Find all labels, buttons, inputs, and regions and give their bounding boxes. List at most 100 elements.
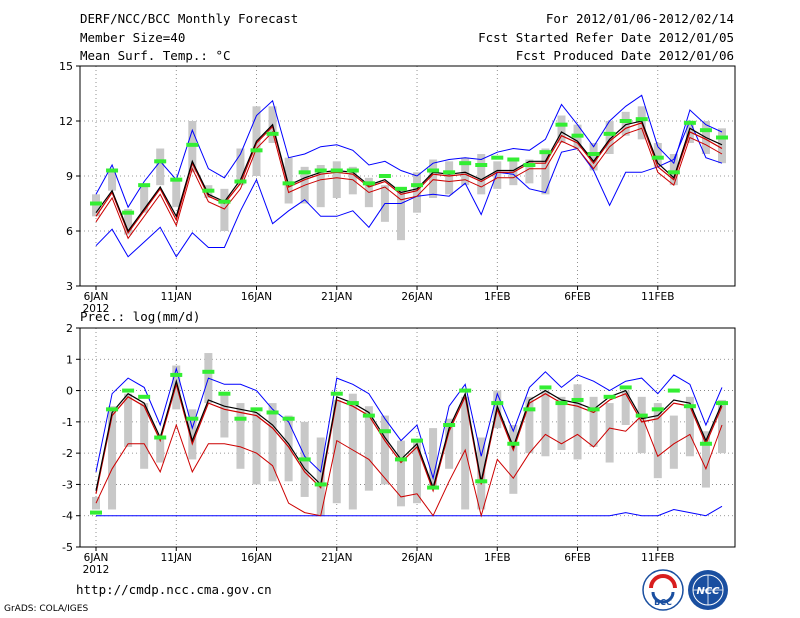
temp-box bbox=[124, 209, 133, 235]
temp-obs-marker bbox=[491, 155, 504, 160]
prec-mean-line bbox=[95, 378, 723, 491]
temp-obs-marker bbox=[539, 150, 552, 155]
temp-xtick-label: 1FEB bbox=[484, 291, 511, 303]
prec-obs-marker bbox=[234, 416, 247, 421]
prec-obs-marker bbox=[266, 410, 279, 415]
prec-xtick-label: 11FEB bbox=[641, 552, 674, 564]
prec-box bbox=[140, 403, 149, 469]
ncc-logo: NCC bbox=[688, 570, 728, 610]
prec-obs-marker bbox=[555, 401, 568, 406]
prec-obs-marker bbox=[362, 413, 375, 418]
temp-obs-marker bbox=[699, 128, 712, 133]
prec-min-line bbox=[96, 505, 723, 517]
prec-box bbox=[413, 440, 422, 504]
prec-obs-marker bbox=[475, 479, 488, 484]
temp-box bbox=[316, 165, 325, 208]
temp-xtick-label: 26JAN bbox=[401, 291, 432, 303]
prec-box bbox=[316, 437, 325, 516]
temp-box bbox=[396, 188, 405, 241]
temp-ytick-label: 9 bbox=[66, 170, 73, 183]
temp-low-line bbox=[95, 127, 723, 240]
temp-box bbox=[653, 143, 662, 167]
prec-box bbox=[252, 412, 261, 485]
temp-obs-marker bbox=[619, 119, 632, 123]
temp-obs-marker bbox=[202, 188, 215, 193]
temp-box bbox=[605, 121, 614, 154]
temp-obs-marker bbox=[378, 174, 391, 178]
temp-box bbox=[236, 148, 245, 186]
prec-low-line bbox=[95, 414, 723, 518]
prec-box bbox=[124, 393, 133, 447]
prec-obs-marker bbox=[330, 391, 343, 396]
prec-box bbox=[348, 393, 357, 510]
prec-box bbox=[669, 415, 678, 469]
temp-box bbox=[621, 111, 630, 136]
temp-obs-marker bbox=[346, 168, 359, 173]
temp-box bbox=[718, 128, 726, 164]
prec-box bbox=[172, 365, 181, 410]
prec-box bbox=[477, 437, 486, 510]
temp-xtick-label: 16JAN bbox=[241, 291, 272, 303]
prec-box bbox=[108, 406, 117, 510]
prec-obs-marker bbox=[667, 388, 680, 393]
prec-obs-marker bbox=[346, 401, 359, 406]
temp-xtick-label: 6FEB bbox=[564, 291, 591, 303]
source-url[interactable]: http://cmdp.ncc.cma.gov.cn bbox=[76, 582, 272, 597]
temp-box bbox=[541, 148, 550, 195]
temp-box bbox=[332, 161, 341, 198]
prec-year-label: 2012 bbox=[83, 564, 110, 576]
prec-obs-marker bbox=[683, 404, 696, 409]
temp-box bbox=[140, 185, 149, 213]
temp-obs-marker bbox=[443, 170, 456, 175]
temp-obs-marker bbox=[282, 181, 295, 186]
prec-box bbox=[653, 403, 662, 479]
prec-obs-marker bbox=[378, 429, 391, 434]
prec-xtick-label: 21JAN bbox=[321, 552, 352, 564]
bcc-logo-text: BCC bbox=[654, 598, 672, 607]
prec-obs-marker bbox=[491, 401, 504, 406]
temp-obs-marker bbox=[411, 183, 424, 188]
prec-obs-marker bbox=[651, 407, 664, 412]
prec-xtick-label: 16JAN bbox=[241, 552, 272, 564]
prec-obs-marker bbox=[282, 416, 295, 421]
temp-ytick-label: 12 bbox=[59, 115, 73, 128]
prec-box bbox=[236, 403, 245, 469]
prec-ytick-label: -5 bbox=[62, 541, 73, 554]
prec-box bbox=[573, 384, 582, 460]
prec-ytick-label: -2 bbox=[62, 447, 73, 460]
temp-obs-marker bbox=[571, 133, 584, 138]
prec-obs-marker bbox=[106, 407, 119, 412]
temp-box bbox=[429, 159, 438, 198]
prec-obs-marker bbox=[411, 438, 424, 443]
temp-obs-marker bbox=[362, 181, 375, 186]
temp-box bbox=[509, 157, 518, 186]
temp-box bbox=[220, 188, 229, 231]
prec-obs-marker bbox=[539, 385, 552, 390]
prec-box bbox=[332, 399, 341, 504]
temp-obs-marker bbox=[90, 201, 102, 206]
temp-xtick-label: 11JAN bbox=[161, 291, 192, 303]
temp-obs-marker bbox=[507, 157, 520, 162]
prec-obs-marker bbox=[154, 435, 167, 440]
temp-xtick-label: 6JAN bbox=[84, 291, 109, 303]
prec-ytick-label: -4 bbox=[62, 510, 73, 523]
temp-obs-marker bbox=[555, 122, 568, 127]
prec-box bbox=[429, 428, 438, 488]
temp-obs-marker bbox=[716, 135, 728, 140]
prec-ytick-label: 0 bbox=[66, 385, 73, 398]
temp-obs-marker bbox=[523, 163, 536, 167]
prec-xtick-label: 1FEB bbox=[484, 552, 511, 564]
temp-obs-marker bbox=[218, 199, 231, 204]
temp-box bbox=[348, 166, 357, 195]
temp-box bbox=[525, 159, 534, 184]
prec-obs-marker bbox=[170, 372, 183, 377]
temp-year-label: 2012 bbox=[83, 303, 110, 315]
prec-box bbox=[541, 390, 550, 457]
prec-obs-marker bbox=[443, 422, 456, 427]
prec-obs-marker bbox=[459, 388, 472, 393]
prec-obs-marker bbox=[394, 457, 407, 462]
prec-box bbox=[525, 396, 534, 454]
prec-box bbox=[445, 418, 454, 469]
prec-box bbox=[637, 396, 646, 454]
temp-box bbox=[445, 161, 454, 195]
